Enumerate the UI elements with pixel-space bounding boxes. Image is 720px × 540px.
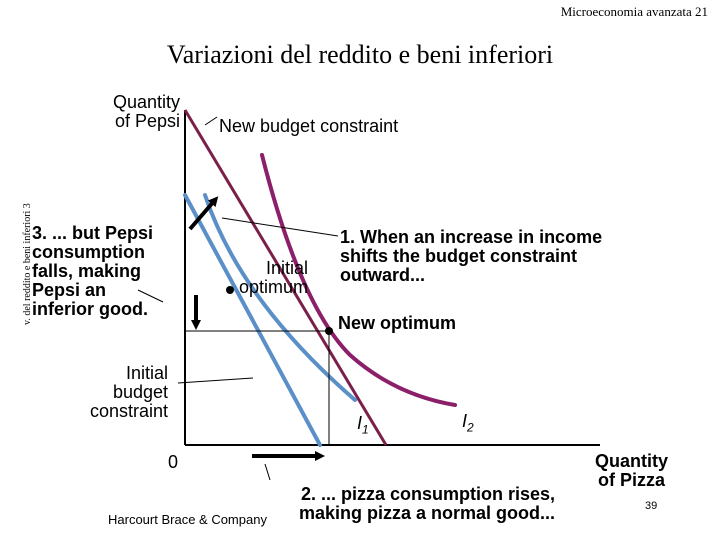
new-budget-constraint-label: New budget constraint — [219, 116, 399, 136]
new-budget-line — [183, 109, 388, 446]
curve-i2-label: I2 — [462, 412, 474, 438]
initial-optimum-line1: Initial — [265, 258, 308, 278]
initial-budget-line — [183, 193, 322, 447]
y-axis-label-line1: Quantity — [112, 92, 180, 112]
note-1-line3: outward... — [340, 265, 425, 285]
note-3-line2: consumption — [32, 242, 145, 262]
shift-arrow — [188, 196, 219, 231]
note-2: 2. ... pizza consumption rises, making p… — [275, 485, 555, 523]
initial-budget-constraint-label: Initial budget constraint — [90, 364, 168, 421]
page-number: 39 — [645, 500, 658, 512]
leader-initial-budget — [177, 377, 254, 384]
curve-i1-label: I1 — [357, 414, 369, 440]
curve-i2-subscript: 2 — [467, 420, 474, 435]
new-optimum-label: New optimum — [338, 313, 457, 333]
slide-header: Microeconomia avanzata 21 — [561, 4, 708, 20]
note-2-line2: making pizza a normal good... — [298, 503, 555, 523]
course-title: Microeconomia avanzata — [560, 4, 692, 19]
slide-number: 21 — [695, 4, 708, 19]
indifference-curve-i1 — [203, 193, 357, 402]
note-3-line1: 3. ... but Pepsi — [32, 223, 154, 243]
initial-optimum-point — [226, 286, 234, 294]
initial-budget-line2: budget — [112, 382, 168, 402]
curve-i1-subscript: 1 — [362, 422, 369, 437]
note-1-line1: 1. When an increase in income — [340, 227, 603, 247]
note-1-line2: shifts the budget constraint — [340, 246, 578, 266]
note-2-line1: 2. ... pizza consumption rises, — [300, 484, 555, 504]
note-3: 3. ... but Pepsi consumption falls, maki… — [32, 224, 153, 319]
note-3-line5: inferior good. — [32, 299, 148, 319]
leader-note-3 — [137, 289, 164, 303]
curve-i2-letter: I — [462, 411, 468, 431]
note-3-line3: falls, making — [32, 261, 142, 281]
note-3-line4: Pepsi an — [32, 280, 107, 300]
y-axis-label: Quantity of Pepsi — [113, 93, 180, 131]
y-axis-label-line2: of Pepsi — [114, 111, 180, 131]
new-optimum-point — [325, 327, 333, 335]
x-axis-label-line2: of Pizza — [598, 470, 666, 490]
note-1: 1. When an increase in income shifts the… — [340, 228, 602, 285]
publisher-label: Harcourt Brace & Company — [108, 512, 267, 527]
origin-label: 0 — [168, 452, 179, 472]
initial-optimum-line2: optimum — [238, 277, 308, 297]
leader-new-budget — [204, 116, 218, 126]
initial-budget-line3: constraint — [89, 401, 168, 421]
leader-note-2 — [264, 463, 271, 481]
slide-title: Variazioni del reddito e beni inferiori — [166, 40, 554, 69]
initial-optimum-label: Initial optimum — [222, 259, 308, 297]
x-axis-label: Quantity of Pizza — [595, 452, 668, 490]
curve-i1-letter: I — [357, 413, 363, 433]
x-axis-label-line1: Quantity — [595, 451, 669, 471]
leader-note-1 — [221, 217, 339, 237]
initial-budget-line1: Initial — [125, 363, 168, 383]
